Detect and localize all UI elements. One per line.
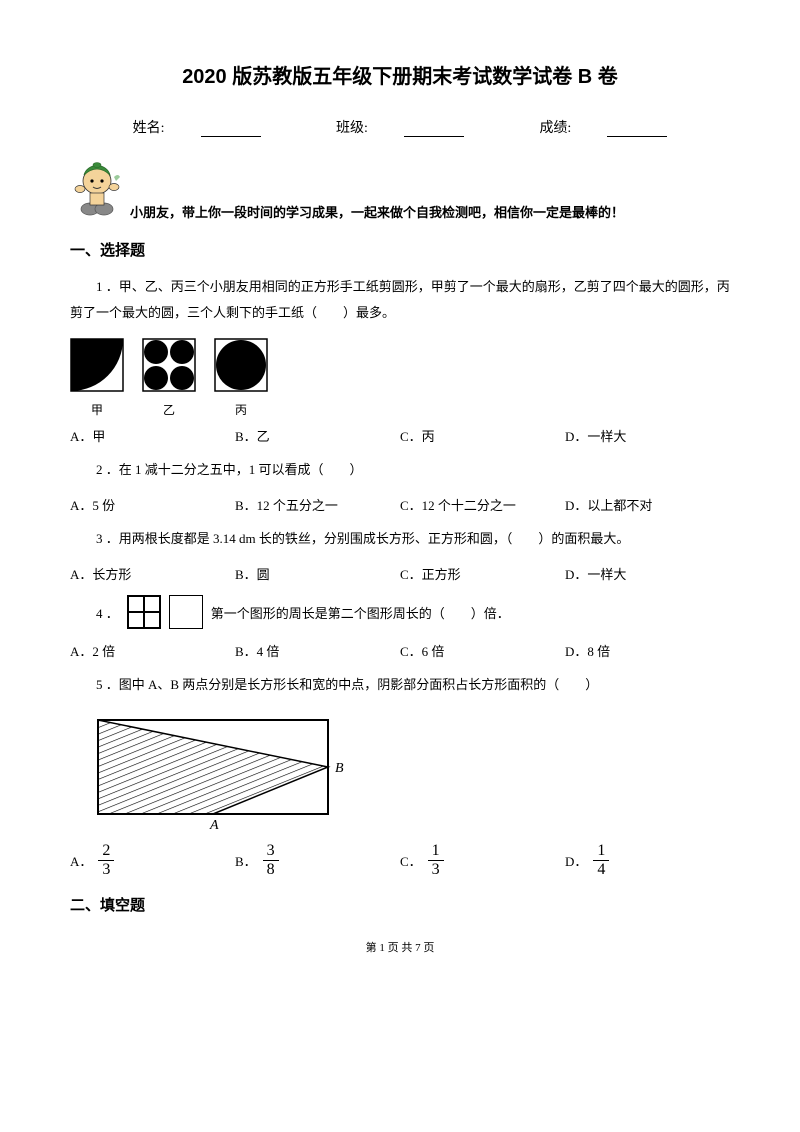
q4-opt-a[interactable]: A．2 倍	[70, 641, 235, 660]
q1-opt-a[interactable]: A．甲	[70, 426, 235, 445]
q2-opt-d[interactable]: D．以上都不对	[565, 495, 730, 514]
q5-text: 5 ．图中 A、B 两点分别是长方形长和宽的中点，阴影部分面积占长方形面积的（ …	[70, 672, 730, 698]
q4-text: 第一个图形的周长是第二个图形周长的（ ）倍．	[211, 603, 510, 622]
q5-d-frac: 14	[593, 842, 609, 878]
svg-text:A: A	[209, 818, 219, 832]
name-blank[interactable]	[201, 122, 261, 137]
q4-opt-b[interactable]: B．4 倍	[235, 641, 400, 660]
q5-opt-b[interactable]: B． 38	[235, 842, 400, 878]
page-title: 2020 版苏教版五年级下册期末考试数学试卷 B 卷	[70, 60, 730, 89]
mascot-row: 小朋友，带上你一段时间的学习成果，一起来做个自我检测吧，相信你一定是最棒的！	[70, 157, 730, 221]
q5-options: A． 23 B． 38 C． 13 D． 14	[70, 842, 730, 878]
svg-text:B: B	[335, 761, 344, 776]
q1-text: 1 ．甲、乙、丙三个小朋友用相同的正方形手工纸剪圆形，甲剪了一个最大的扇形，乙剪…	[70, 274, 730, 326]
q4-shape-square	[169, 595, 203, 629]
score-label: 成绩:	[539, 121, 571, 136]
q3-options: A．长方形 B．圆 C．正方形 D．一样大	[70, 564, 730, 583]
q4-opt-c[interactable]: C．6 倍	[400, 641, 565, 660]
q1-options: A．甲 B．乙 C．丙 D．一样大	[70, 426, 730, 445]
class-label: 班级:	[336, 121, 368, 136]
mascot-icon	[70, 159, 124, 219]
q4-prefix: 4 ．	[70, 603, 119, 622]
class-blank[interactable]	[404, 122, 464, 137]
q3-opt-b[interactable]: B．圆	[235, 564, 400, 583]
q1-opt-c[interactable]: C．丙	[400, 426, 565, 445]
q1-shapes: 甲 乙 丙	[70, 338, 730, 418]
q1-label-bing: 丙	[214, 401, 268, 418]
q5-c-frac: 13	[428, 842, 444, 878]
q2-options: A．5 份 B．12 个五分之一 C．12 个十二分之一 D．以上都不对	[70, 495, 730, 514]
score-blank[interactable]	[607, 122, 667, 137]
q1-label-jia: 甲	[70, 401, 124, 418]
q1-label-yi: 乙	[142, 401, 196, 418]
q1-shape-bing: 丙	[214, 338, 268, 418]
student-info-line: 姓名: 班级: 成绩:	[70, 117, 730, 137]
q4-opt-d[interactable]: D．8 倍	[565, 641, 730, 660]
q5-a-frac: 23	[98, 842, 114, 878]
section-1-title: 一、选择题	[70, 239, 730, 260]
q5-opt-d[interactable]: D． 14	[565, 842, 730, 878]
q5-opt-a[interactable]: A． 23	[70, 842, 235, 878]
q5-diagram: A B	[88, 712, 358, 832]
q4-row: 4 ． 第一个图形的周长是第二个图形周长的（ ）倍．	[70, 595, 730, 629]
q5-b-frac: 38	[263, 842, 279, 878]
q1-shape-yi: 乙	[142, 338, 196, 418]
q5-d-prefix: D．	[565, 851, 587, 870]
q2-opt-b[interactable]: B．12 个五分之一	[235, 495, 400, 514]
q1-opt-b[interactable]: B．乙	[235, 426, 400, 445]
page-footer: 第 1 页 共 7 页	[70, 939, 730, 955]
section-2-title: 二、填空题	[70, 894, 730, 915]
q1-opt-d[interactable]: D．一样大	[565, 426, 730, 445]
q2-opt-a[interactable]: A．5 份	[70, 495, 235, 514]
q4-shape-grid	[127, 595, 161, 629]
q2-opt-c[interactable]: C．12 个十二分之一	[400, 495, 565, 514]
q3-text: 3 ．用两根长度都是 3.14 dm 长的铁丝，分别围成长方形、正方形和圆，（ …	[70, 526, 730, 552]
q5-c-prefix: C．	[400, 851, 422, 870]
q5-opt-c[interactable]: C． 13	[400, 842, 565, 878]
q3-opt-c[interactable]: C．正方形	[400, 564, 565, 583]
name-label: 姓名:	[133, 121, 165, 136]
exam-page: 2020 版苏教版五年级下册期末考试数学试卷 B 卷 姓名: 班级: 成绩: 小…	[0, 0, 800, 985]
q2-text: 2 ．在 1 减十二分之五中，1 可以看成（ ）	[70, 457, 730, 483]
q1-shape-jia: 甲	[70, 338, 124, 418]
q3-opt-d[interactable]: D．一样大	[565, 564, 730, 583]
q4-options: A．2 倍 B．4 倍 C．6 倍 D．8 倍	[70, 641, 730, 660]
q5-a-prefix: A．	[70, 851, 92, 870]
q3-opt-a[interactable]: A．长方形	[70, 564, 235, 583]
q5-b-prefix: B．	[235, 851, 257, 870]
encourage-text: 小朋友，带上你一段时间的学习成果，一起来做个自我检测吧，相信你一定是最棒的！	[130, 202, 624, 221]
